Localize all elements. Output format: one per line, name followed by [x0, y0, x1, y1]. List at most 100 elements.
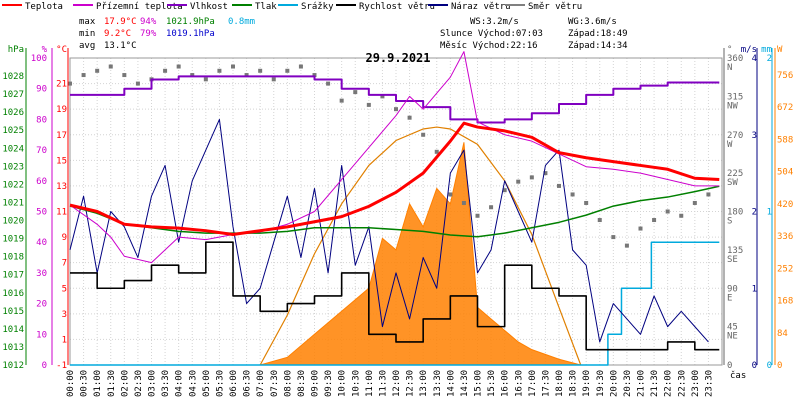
axis-tick-hpa: 1016 [2, 289, 24, 299]
wind-direction-point [475, 213, 480, 218]
stat-hum: 94% [140, 17, 157, 27]
wind-gust-info: WG:3.6m/s [568, 17, 617, 27]
moonrise-info: Měsíc Východ:22:16 [440, 41, 538, 51]
stat-temp: 9.2°C [104, 29, 131, 39]
x-tick-label: 08:30 [297, 370, 307, 397]
x-tick-label: 19:30 [596, 370, 606, 397]
x-tick-label: 16:00 [501, 370, 511, 397]
axis-unit-temp: °C [56, 45, 67, 55]
x-tick-label: 13:30 [433, 370, 443, 397]
x-tick-label: 11:30 [378, 370, 388, 397]
axis-tick-hpa: 1013 [2, 343, 24, 353]
x-tick-label: 09:30 [324, 370, 334, 397]
wind-direction-point [611, 235, 616, 240]
legend: Teplota Přízemní teplota Vlhkost Tlak Sr… [2, 2, 582, 12]
legend-label: Náraz větru [451, 2, 511, 12]
temperature-line [69, 121, 720, 237]
info-block: WS:3.2m/s WG:3.6m/s Slunce Východ:07:03 … [440, 17, 628, 51]
x-tick-label: 02:00 [120, 370, 130, 397]
axis-tick-wdir: 45 [727, 323, 738, 333]
axis-tick-hpa: 1020 [2, 217, 24, 227]
wind-speed-info: WS:3.2m/s [470, 17, 519, 27]
axis-tick-wdir: 360 [727, 54, 743, 64]
wind-direction-point [95, 68, 100, 73]
axis-tick-pct: 90 [36, 85, 47, 95]
axis-tick-wind: 1 [752, 284, 757, 294]
x-tick-label: 05:00 [202, 370, 212, 397]
wind-direction-point [543, 171, 548, 176]
axis-tick-hpa: 1018 [2, 253, 24, 263]
x-tick-label: 00:00 [66, 370, 76, 397]
x-tick-label: 11:00 [365, 370, 375, 397]
wind-direction-point [448, 192, 453, 197]
x-tick-label: 18:30 [569, 370, 579, 397]
legend-label: Teplota [25, 2, 63, 12]
wind-direction-point [706, 192, 711, 197]
x-tick-label: 05:30 [215, 370, 225, 397]
wind-direction-point [394, 107, 398, 112]
axis-tick-solar: 84 [777, 329, 788, 339]
x-tick-label: 14:30 [460, 370, 470, 397]
wind-direction-point [203, 77, 208, 82]
wind-direction-point [516, 179, 521, 184]
wind-direction-point [421, 132, 426, 137]
x-tick-label: 03:30 [161, 370, 171, 397]
axis-tick-hpa: 1021 [2, 198, 24, 208]
legend-label: Tlak [255, 2, 277, 12]
axis-unit-pct: % [42, 45, 48, 55]
pressure-line [69, 185, 720, 238]
legend-item-smer-vetru: Směr větru [505, 2, 582, 12]
axis-tick-pct: 20 [36, 300, 47, 310]
axis-tick-pct: 0 [42, 361, 47, 371]
axis-unit-wdir: ° [727, 45, 732, 55]
stat-label: min [79, 29, 95, 39]
x-tick-label: 03:00 [148, 370, 158, 397]
x-tick-label: 22:30 [677, 370, 687, 397]
axis-tick-pct: 100 [31, 54, 47, 64]
x-tick-label: 17:30 [541, 370, 551, 397]
axis-tick-wdir: 90 [727, 284, 738, 294]
x-tick-label: 19:00 [582, 370, 592, 397]
axis-tick-hpa: 1019 [2, 235, 24, 245]
wind-direction-point [557, 183, 561, 188]
wind-direction-point [692, 200, 697, 205]
axis-tick-pct: 30 [36, 269, 47, 279]
wind-direction-point [679, 213, 684, 218]
sunrise-info: Slunce Východ:07:03 [440, 29, 543, 39]
humidity-line [70, 75, 720, 124]
axis-tick-wdir: 180 [727, 208, 743, 218]
axis-tick-pct: 80 [36, 115, 47, 125]
axis-dir-label: NE [727, 332, 738, 342]
x-tick-label: 15:30 [487, 370, 497, 397]
stat-rain: 0.8mm [228, 17, 255, 27]
axis-tick-pct: 10 [36, 330, 47, 340]
axis-tick-solar: 588 [777, 135, 793, 145]
wind-direction-point [434, 149, 439, 154]
legend-item-teplota: Teplota [2, 2, 63, 12]
x-tick-label: 21:00 [637, 370, 647, 397]
x-tick-label: 02:30 [134, 370, 144, 397]
x-tick-label: 23:30 [704, 370, 714, 397]
axis-tick-solar: 0 [777, 361, 782, 371]
axis-tick-solar: 504 [777, 168, 793, 178]
legend-label: Směr větru [528, 2, 582, 12]
x-tick-label: 07:00 [256, 370, 266, 397]
axis-tick-wdir: 315 [727, 92, 743, 102]
axis-tick-hpa: 1025 [2, 126, 24, 136]
axis-tick-temp: 7 [62, 259, 67, 269]
axis-unit-solar: W [777, 45, 783, 55]
axis-tick-wind: 4 [752, 54, 757, 64]
wind-direction-point [258, 68, 263, 73]
axis-tick-temp: 9 [62, 233, 67, 243]
axis-tick-rain: 0 [767, 361, 772, 371]
wind-direction-point [217, 68, 222, 73]
wind-direction-point [461, 200, 466, 205]
axis-tick-temp: 1 [62, 335, 67, 345]
x-tick-label: 10:00 [338, 370, 348, 397]
x-tick-label: 04:30 [188, 370, 198, 397]
chart-lines [69, 51, 720, 366]
wind-direction-point [81, 73, 86, 78]
wind-direction-point [638, 226, 643, 231]
axis-tick-temp: -1 [56, 361, 67, 371]
axis-tick-temp: 5 [62, 284, 67, 294]
